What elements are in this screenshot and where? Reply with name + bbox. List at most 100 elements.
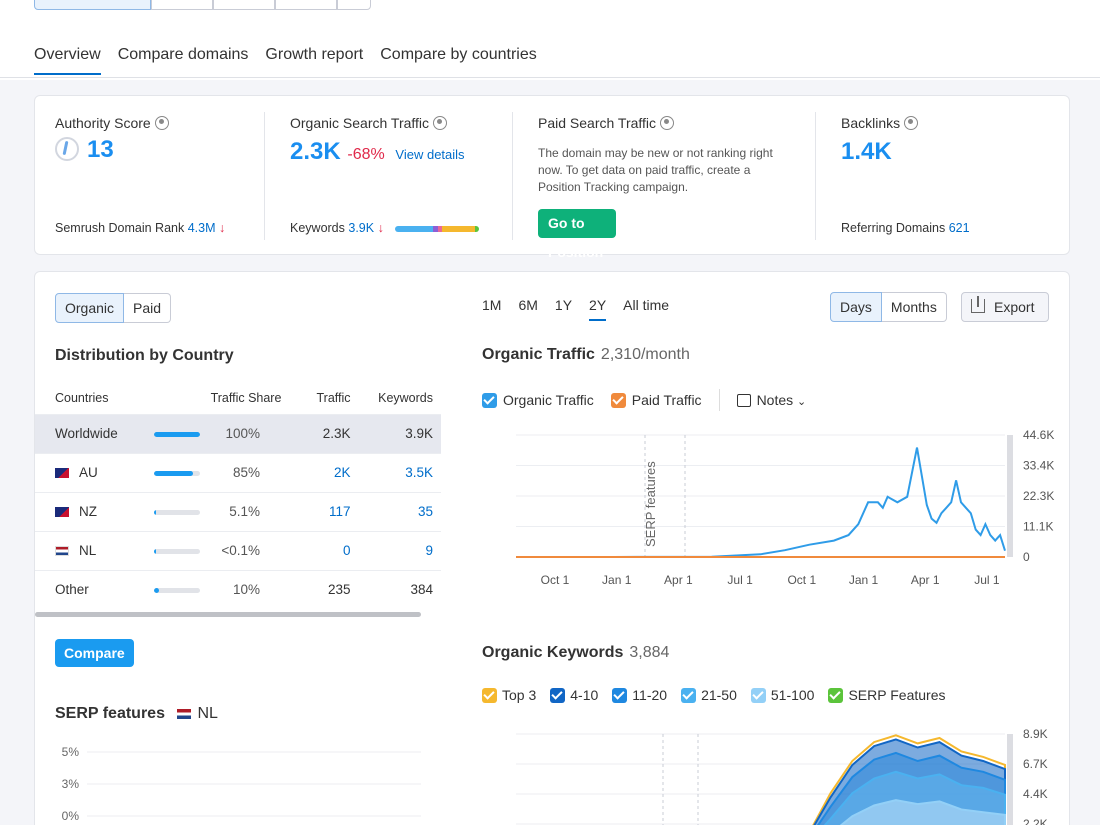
col-countries[interactable]: Countries (55, 390, 109, 405)
view-button-5[interactable] (337, 0, 371, 10)
y-tick-label: 5% (62, 745, 80, 759)
view-button-1[interactable] (34, 0, 151, 10)
table-row[interactable]: Worldwide 100% 2.3K 3.9K (35, 413, 441, 453)
view-button-3[interactable] (213, 0, 275, 10)
organic-keywords-legend: Top 3 4-10 11-20 21-50 51-100 SERP Features (482, 687, 945, 703)
view-button-4[interactable] (275, 0, 337, 10)
organic-traffic-change: -68% (347, 146, 385, 163)
backlinks-value[interactable]: 1.4K (841, 138, 892, 165)
x-tick-label: Apr 1 (664, 573, 693, 587)
legend-item[interactable]: 11-20 (612, 687, 667, 703)
keywords-cell[interactable]: 35 (358, 491, 441, 531)
days-toggle[interactable]: Days (830, 292, 882, 322)
tab-growth-report[interactable]: Growth report (265, 46, 364, 63)
y-tick-label: 6.7K (1023, 757, 1048, 771)
scroll-handle[interactable] (1007, 435, 1013, 557)
range-option[interactable]: 2Y (589, 297, 607, 321)
go-to-position-tracking-button[interactable]: Go to Position Tracking (538, 209, 616, 289)
organic-keywords-chart-title: Organic Keywords 3,884 (482, 644, 670, 661)
organic-traffic-value[interactable]: 2.3K -68% View details (290, 138, 465, 165)
legend-item[interactable]: 4-10 (550, 687, 598, 703)
kpi-card: Authority Score 13 Semrush Domain Rank 4… (34, 95, 1070, 289)
serp-features-annotation: SERP features (643, 461, 658, 547)
report-tabs: Overview Compare domains Growth report C… (34, 46, 537, 75)
legend-item[interactable]: 51-100 (750, 687, 814, 703)
organic-traffic-legend: Organic Traffic Paid Traffic Notes ⌄ (482, 389, 806, 411)
table-header: Countries Traffic Share Traffic Keywords (35, 382, 441, 414)
range-option[interactable]: All time (623, 297, 670, 313)
tab-overview[interactable]: Overview (34, 46, 101, 75)
table-row[interactable]: Other 10% 235 384 (35, 569, 441, 609)
paid-toggle[interactable]: Paid (124, 293, 172, 323)
traffic-cell[interactable]: 2K (303, 452, 359, 492)
y-tick-label: 3% (62, 777, 80, 791)
country-cell: AU (35, 452, 154, 492)
organic-toggle[interactable]: Organic (55, 293, 125, 323)
nl-flag-icon (177, 709, 192, 719)
y-tick-label: 22.3K (1023, 489, 1054, 503)
domain-rank-value[interactable]: 4.3M (187, 221, 216, 235)
x-tick-label: Jan 1 (849, 573, 879, 587)
legend-item[interactable]: 21-50 (681, 687, 737, 703)
keywords-cell: 384 (358, 569, 441, 609)
tab-compare-by-countries[interactable]: Compare by countries (380, 46, 537, 63)
export-button[interactable]: Export (961, 292, 1049, 322)
info-icon[interactable] (660, 116, 675, 130)
y-tick-label: 4.4K (1023, 787, 1048, 801)
range-option[interactable]: 6M (518, 297, 538, 313)
view-details-link[interactable]: View details (395, 147, 465, 162)
keywords-value[interactable]: 3.9K (348, 221, 375, 235)
series-area (812, 734, 1006, 825)
legend-organic-traffic[interactable]: Organic Traffic (482, 392, 594, 408)
scroll-handle[interactable] (1007, 734, 1013, 825)
organic-keywords-chart: 8.9K 6.7K 4.4K 2.2K (516, 727, 1048, 825)
table-row[interactable]: NL <0.1% 0 9 (35, 530, 441, 570)
keywords-cell[interactable]: 3.5K (358, 452, 441, 492)
legend-item[interactable]: SERP Features (828, 687, 945, 703)
country-cell: NZ (35, 491, 154, 531)
info-icon[interactable] (904, 116, 919, 130)
x-tick-label: Jul 1 (727, 573, 753, 587)
col-traffic-share[interactable]: Traffic Share (210, 390, 282, 405)
keywords-cell[interactable]: 9 (358, 530, 441, 570)
chevron-down-icon: ⌄ (797, 396, 807, 408)
checkbox-icon (482, 688, 497, 703)
table-row[interactable]: NZ 5.1% 117 35 (35, 491, 441, 531)
paid-traffic-description: The domain may be new or not ranking rig… (538, 146, 773, 194)
granularity-toggle: Days Months (830, 292, 947, 322)
checkbox-icon (681, 688, 697, 703)
legend-paid-traffic[interactable]: Paid Traffic (610, 392, 702, 408)
share-cell: 10% (154, 569, 304, 609)
y-tick-label: 33.4K (1023, 459, 1054, 473)
range-option[interactable]: 1Y (554, 297, 573, 313)
traffic-cell[interactable]: 0 (303, 530, 359, 570)
legend-item[interactable]: Top 3 (482, 687, 536, 703)
col-traffic[interactable]: Traffic (316, 390, 351, 405)
range-option[interactable]: 1M (482, 297, 502, 313)
header-strip: Overview Compare domains Growth report C… (0, 0, 1100, 80)
referring-domains-value[interactable]: 621 (948, 221, 970, 235)
share-bar (154, 548, 200, 554)
traffic-cell: 235 (303, 569, 359, 609)
compare-button[interactable]: Compare (55, 639, 134, 667)
months-toggle[interactable]: Months (881, 292, 947, 322)
table-row[interactable]: AU 85% 2K 3.5K (35, 452, 441, 492)
country-cell: Worldwide (35, 413, 154, 453)
authority-score-label: Authority Score (55, 115, 169, 131)
x-tick-label: Apr 1 (911, 573, 940, 587)
country-cell: NL (35, 530, 154, 570)
share-bar (154, 431, 200, 437)
down-arrow-icon: ↓ (377, 221, 384, 235)
table-scrollbar[interactable] (35, 612, 421, 617)
tab-compare-domains[interactable]: Compare domains (117, 46, 249, 63)
col-keywords[interactable]: Keywords (378, 390, 433, 405)
info-icon[interactable] (433, 116, 448, 130)
notes-dropdown[interactable]: Notes ⌄ (736, 392, 807, 408)
info-icon[interactable] (154, 116, 169, 130)
organic-traffic-chart: 44.6K 33.4K 22.3K 11.1K 0 SERP features Oct 1 J… (516, 428, 1054, 587)
y-tick-label: 44.6K (1023, 428, 1054, 442)
view-button-2[interactable] (151, 0, 213, 10)
traffic-cell[interactable]: 117 (303, 491, 359, 531)
share-cell: <0.1% (154, 530, 304, 570)
header-link[interactable] (402, 0, 582, 2)
